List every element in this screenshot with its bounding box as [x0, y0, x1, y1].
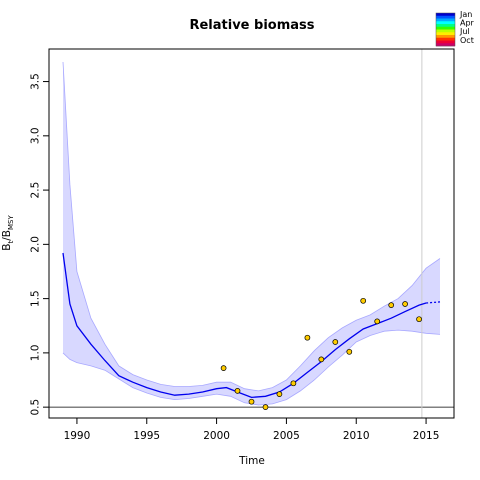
- x-tick-label: 1990: [64, 430, 91, 442]
- y-axis-label: Bt/BMSY: [1, 215, 15, 251]
- observation-point: [234, 388, 241, 394]
- legend-color-swatch: [436, 21, 455, 25]
- observation-point: [416, 316, 422, 323]
- legend-color-swatch: [436, 29, 455, 33]
- legend-frame: [435, 12, 456, 47]
- x-tick-label: 1995: [133, 430, 160, 442]
- observation-point: [374, 318, 381, 325]
- y-axis-label-sub1: t: [7, 241, 15, 244]
- legend-color-swatch: [436, 40, 455, 44]
- y-axis-label-sub2: MSY: [7, 215, 15, 230]
- y-tick-label: 1.0: [30, 345, 42, 362]
- legend-color-swatch: [436, 13, 455, 17]
- confidence-upper-line: [62, 61, 441, 392]
- legend-color-swatch: [436, 26, 455, 30]
- y-tick-label: 2.5: [30, 182, 42, 199]
- y-tick-label: 1.5: [30, 290, 42, 307]
- legend-color-swatch: [436, 32, 455, 36]
- observation-point: [262, 404, 269, 410]
- legend-color-swatch: [436, 37, 455, 41]
- observation-point: [290, 380, 297, 387]
- y-axis-label-main: B: [1, 244, 13, 251]
- observation-point: [346, 348, 353, 355]
- legend-color-swatch: [436, 24, 455, 28]
- axes: 1990 1995 2000 2005 2010 2015 0.5 1.0 1.5 2.0 2.5 3…: [30, 73, 440, 442]
- x-tick-label: 2005: [273, 430, 300, 442]
- x-axis-label: Time: [238, 455, 265, 467]
- observation-point: [318, 356, 325, 363]
- legend-label: Apr: [460, 19, 475, 28]
- confidence-lower-line: [62, 329, 441, 406]
- y-tick-label: 3.0: [30, 127, 42, 144]
- legend-label: Oct: [460, 36, 474, 45]
- observation-point: [276, 391, 283, 397]
- y-tick-label: 3.5: [30, 73, 42, 90]
- observation-point: [220, 365, 227, 371]
- observation-point: [332, 339, 339, 345]
- x-tick-label: 2015: [413, 430, 440, 442]
- legend-label: Jul: [459, 27, 470, 36]
- chart-title: Relative biomass: [189, 18, 314, 33]
- x-tick-label: 2000: [203, 430, 230, 442]
- y-tick-label: 0.5: [30, 399, 42, 416]
- observation-point: [402, 301, 408, 307]
- y-axis-label-sep: /B: [1, 230, 13, 241]
- y-tick-label: 2.0: [30, 236, 42, 253]
- legend-color-swatch: [436, 35, 455, 39]
- legend-color-swatch: [436, 43, 455, 47]
- plot-area: [49, 49, 454, 418]
- observation-point: [304, 334, 311, 341]
- confidence-band: [63, 62, 440, 405]
- x-tick-label: 2010: [343, 430, 370, 442]
- legend-label: Jan: [459, 10, 472, 19]
- legend-color-swatch: [436, 15, 455, 19]
- observation-point: [248, 398, 255, 405]
- observation-point: [388, 302, 395, 308]
- legend-color-swatch: [436, 18, 455, 22]
- observation-point: [360, 297, 367, 304]
- plot-border: [48, 48, 455, 419]
